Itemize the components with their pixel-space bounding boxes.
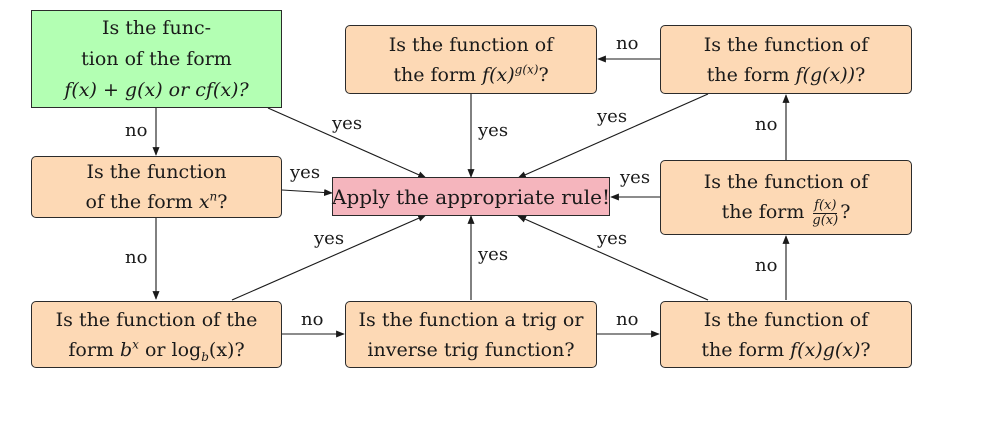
node-apply-rule: Apply the appropriate rule! [332,177,610,216]
edge-label-yes: yes [314,228,345,249]
fraction-numerator: f(x) [813,197,838,214]
node-line: Is the function of [703,171,869,194]
node-sum-rule-question: Is the func- tion of the form f(x) + g(x… [31,10,282,108]
node-sup: g(x) [514,62,539,77]
node-text: the form [701,338,791,361]
node-text: ? [217,191,228,213]
node-chain-question: Is the function of the form f(g(x))? [660,25,912,94]
edge-label-yes: yes [620,167,651,188]
edge-label-no: no [616,33,639,54]
edge-power-yes [281,189,333,197]
node-line: the form f(x)g(x)? [722,197,851,228]
node-line: Is the function of [703,308,869,331]
node-text: ? [855,63,866,86]
edge-label-no: no [125,247,148,268]
node-line: of the form xn? [86,187,228,217]
node-line: Is the func- [101,16,212,39]
edge-label-no: no [301,309,324,330]
node-text: form [68,338,120,361]
node-text: or log [138,338,202,361]
node-line: the form f(g(x))? [707,60,866,90]
node-line: the form f(x)g(x)? [701,335,870,365]
node-math: x [198,191,210,213]
node-quotient-question: Is the function of the form f(x) g(x)? [660,160,912,235]
node-trig-question: Is the function a trig or inverse trig f… [345,301,597,368]
node-text: of the form [85,191,199,213]
node-exp-log-question: Is the function of the form bx or logb(x… [31,301,282,368]
edge-label-no: no [616,309,639,330]
node-line: Apply the appropriate rule! [332,184,610,209]
edge-label-no: no [125,120,148,141]
node-line: form bx or logb(x)? [68,335,244,365]
edge-exp-yes [231,214,427,301]
edge-label-yes: yes [290,162,321,183]
node-text: (x)? [208,338,245,361]
node-line: Is the function [86,161,227,183]
edge-label-no: no [755,255,778,276]
node-math: f(g(x)) [795,63,856,86]
node-text: the form [706,63,796,86]
node-math: f(x)g(x) [790,338,861,361]
node-line: tion of the form [81,47,232,70]
edge-label-yes: yes [597,228,628,249]
node-sup: x [132,337,139,352]
node-sup: n [209,189,218,204]
node-text: the form [721,201,811,224]
fraction-denominator: g(x) [812,212,839,228]
node-exp-power-question: Is the function of the form f(x)g(x)? [345,25,597,94]
node-power-question: Is the function of the form xn? [31,156,282,218]
edge-label-yes: yes [597,106,628,127]
node-text: ? [860,338,871,361]
edge-product-yes [517,215,709,301]
node-math: f(x) [482,63,515,86]
edge-chain-yes [517,93,709,179]
node-line: Is the function of [388,33,554,56]
node-line: f(x) + g(x) or cf(x)? [64,78,249,101]
node-text: ? [538,63,549,86]
edge-sum-yes [267,107,427,179]
fraction: f(x) g(x) [811,197,839,228]
node-line: inverse trig function? [367,338,575,361]
node-line: Is the function of [703,33,869,56]
node-sub: b [201,349,209,364]
edge-label-yes: yes [478,120,509,141]
node-line: Is the function a trig or [358,308,584,331]
edge-label-yes: yes [332,113,363,134]
edge-label-yes: yes [478,244,509,265]
edge-label-no: no [755,114,778,135]
node-line: the form f(x)g(x)? [393,60,548,90]
node-line: Is the function of the [55,308,258,331]
node-text: ? [840,201,851,224]
node-product-question: Is the function of the form f(x)g(x)? [660,301,912,368]
node-math: b [119,338,133,361]
node-text: the form [393,63,483,86]
